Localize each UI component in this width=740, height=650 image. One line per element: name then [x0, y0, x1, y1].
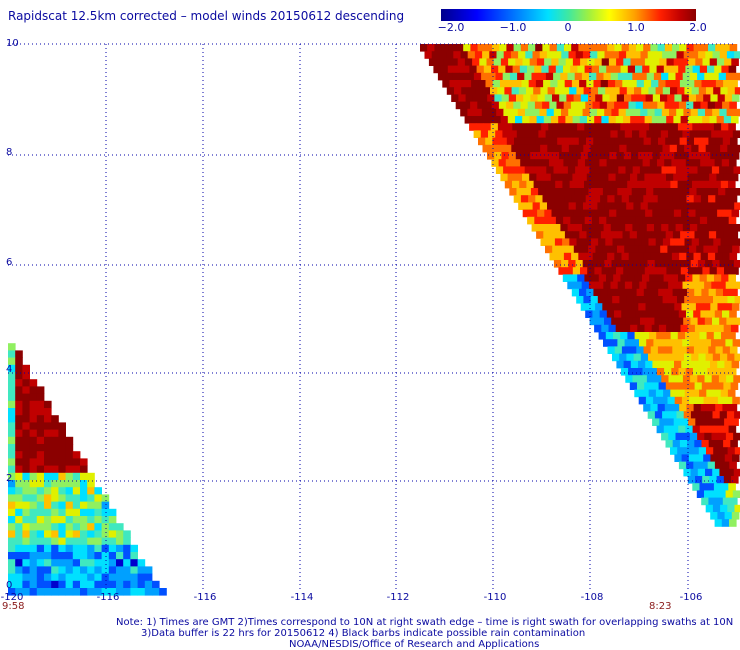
lat-label-0: 0	[6, 580, 13, 591]
lon-label-106: -106	[679, 592, 703, 603]
colorbar-tick-2: −1.0	[499, 21, 527, 34]
time-label-right: 8:23	[649, 601, 672, 612]
note-line-1: Note: 1) Times are GMT 2)Times correspon…	[116, 617, 734, 628]
lat-label-4: 4	[6, 364, 13, 375]
lat-label-8: 8	[6, 147, 13, 158]
grid-lines	[8, 43, 735, 590]
colorbar	[441, 9, 696, 21]
lat-label-2: 2	[6, 473, 13, 484]
lon-label-120: -120	[0, 592, 24, 603]
wind-difference-swaths	[8, 44, 740, 596]
colorbar-tick-3: 0	[564, 21, 572, 34]
note-line-3: NOAA/NESDIS/Office of Research and Appli…	[289, 639, 540, 650]
lon-label-108: -108	[580, 592, 604, 603]
note-line-2: 3)Data buffer is 22 hrs for 20150612 4) …	[141, 628, 586, 639]
colorbar-tick-5: 2.0	[689, 21, 707, 34]
colorbar-tick-1: −2.0	[437, 21, 465, 34]
lat-label-10: 10	[6, 38, 19, 49]
lon-label-114: -114	[290, 592, 314, 603]
map-title: Rapidscat 12.5km corrected – model winds…	[8, 9, 405, 23]
time-label-left: 9:58	[2, 601, 25, 612]
lon-label-110: -110	[483, 592, 507, 603]
lon-label-116a: -116	[96, 592, 120, 603]
lon-label-116b: -116	[193, 592, 217, 603]
lon-label-112: -112	[386, 592, 410, 603]
colorbar-tick-4: 1.0	[627, 21, 645, 34]
lat-label-6: 6	[6, 257, 13, 268]
